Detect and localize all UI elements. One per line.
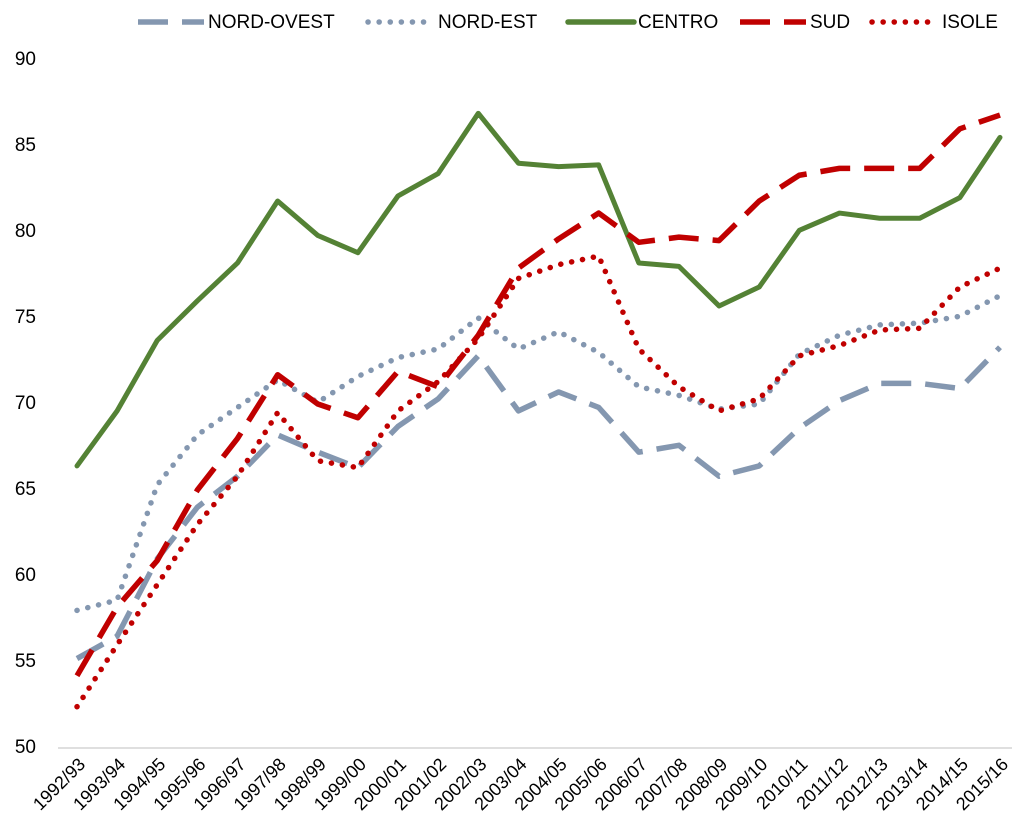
legend-label: NORD-OVEST	[208, 12, 335, 33]
legend-label: NORD-EST	[438, 12, 538, 33]
series-line	[74, 292, 1003, 614]
series-line	[75, 345, 1002, 661]
series-line	[74, 253, 1003, 710]
legend-label: CENTRO	[638, 12, 718, 33]
series-line	[74, 110, 1003, 469]
y-tick-label: 55	[15, 651, 36, 672]
legend-label: SUD	[810, 12, 850, 33]
y-tick-label: 75	[15, 307, 36, 328]
y-tick-label: 80	[15, 221, 36, 242]
y-tick-label: 70	[15, 393, 36, 414]
y-tick-label: 65	[15, 479, 36, 500]
y-tick-label: 90	[15, 49, 36, 70]
y-tick-label: 50	[15, 737, 36, 758]
legend-label: ISOLE	[942, 12, 998, 33]
series-line	[74, 112, 1001, 678]
y-tick-label: 85	[15, 135, 36, 156]
y-tick-label: 60	[15, 565, 36, 586]
